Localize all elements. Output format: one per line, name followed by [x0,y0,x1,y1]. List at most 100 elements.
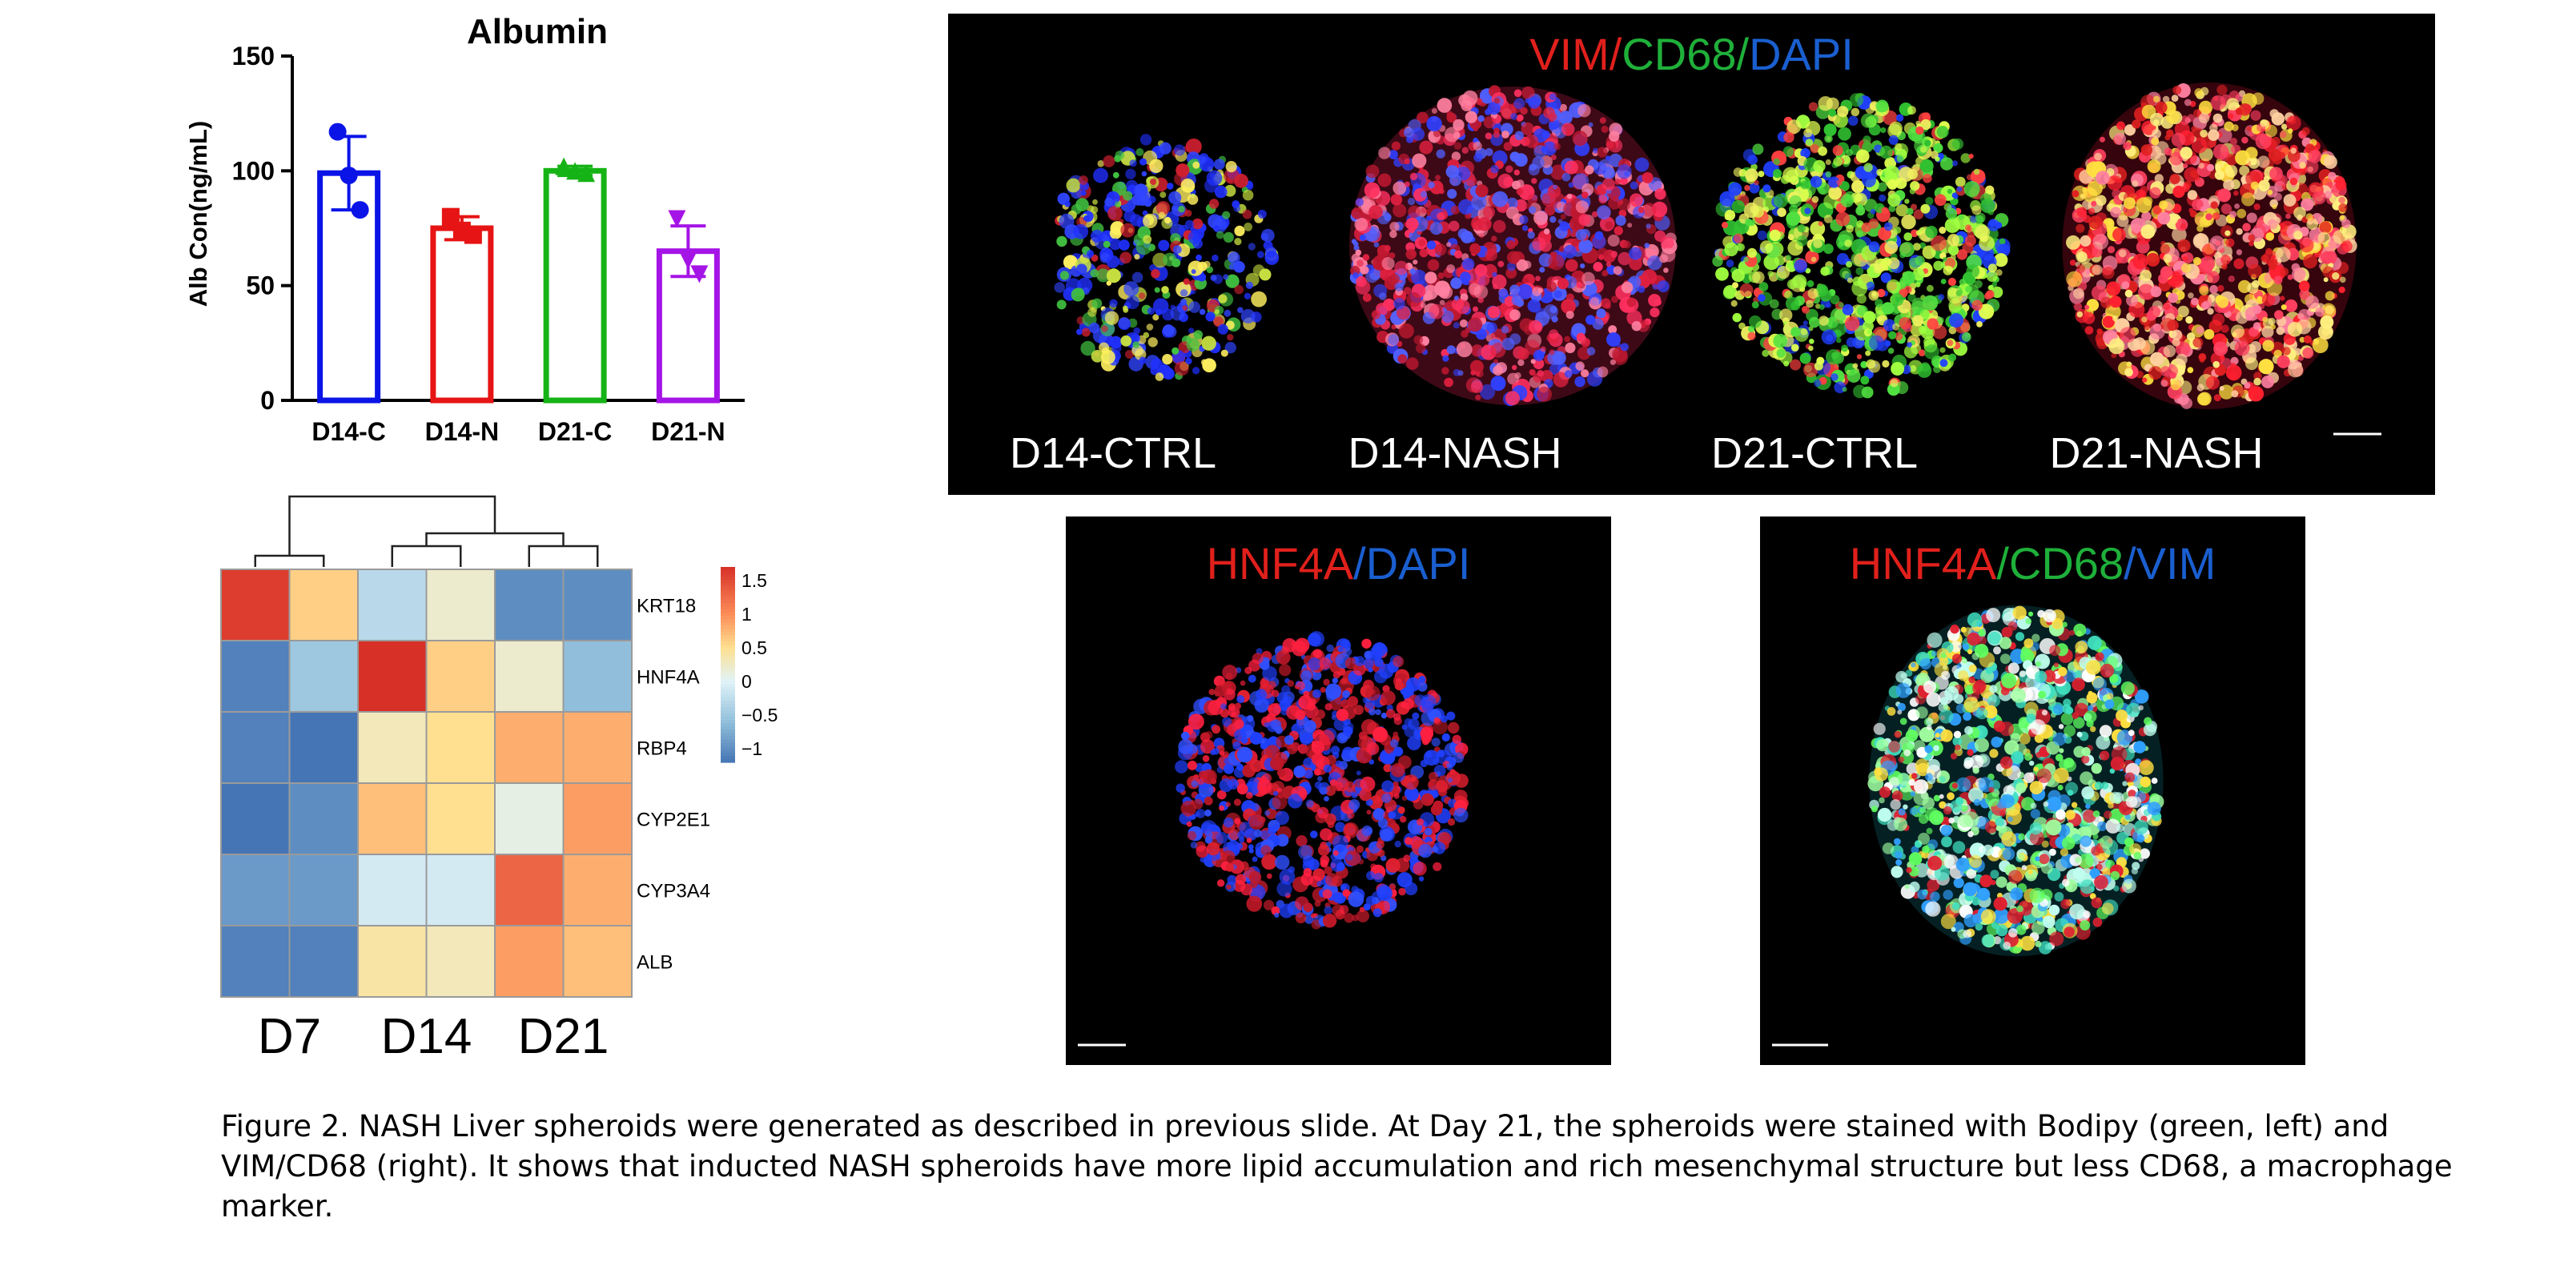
timepoint-label: D14 [381,1009,472,1064]
colorbar-segment [721,690,735,695]
cell-nucleus [2107,220,2112,226]
cell-nucleus [1917,363,1932,378]
cell-nucleus [2278,151,2285,159]
cell-nucleus [1296,681,1305,690]
cell-nucleus [1120,223,1135,238]
cell-nucleus [1580,263,1585,269]
cell-nucleus [1312,649,1322,658]
cell-nucleus [1886,279,1901,294]
cell-nucleus [1475,184,1489,198]
cell-nucleus [2139,848,2150,859]
cell-nucleus [1256,251,1264,259]
cell-nucleus [1813,239,1822,248]
cell-nucleus [1365,685,1380,701]
cell-nucleus [2207,307,2214,315]
cell-nucleus [1199,308,1206,316]
heatmap-cell [562,782,633,855]
data-point [555,157,573,175]
cell-nucleus [1949,313,1963,328]
cell-nucleus [2205,213,2212,221]
cell-nucleus [1532,236,1546,251]
cell-nucleus [1303,902,1313,912]
cell-nucleus [1103,240,1111,248]
cell-nucleus [1955,703,1967,713]
cell-nucleus [1347,696,1359,707]
cell-nucleus [2268,258,2278,269]
cell-nucleus [1132,341,1139,348]
cell-nucleus [2299,162,2306,169]
cell-nucleus [1847,369,1861,383]
colorbar-segment [721,602,735,607]
cell-nucleus [1248,870,1262,884]
cell-nucleus [1090,269,1099,278]
cell-nucleus [1454,250,1463,259]
data-point [464,226,482,244]
cell-nucleus [1427,240,1437,250]
cell-nucleus [1883,319,1896,332]
cell-nucleus [1216,879,1225,887]
cell-nucleus [1224,309,1232,317]
cell-nucleus [1114,201,1121,208]
cell-nucleus [1432,846,1439,853]
cell-nucleus [1987,219,2000,231]
cell-nucleus [1441,310,1454,324]
cell-nucleus [1351,207,1363,219]
cell-nucleus [1802,320,1808,326]
cell-nucleus [2245,357,2258,371]
cell-nucleus [1322,914,1337,928]
cell-nucleus [1214,685,1227,697]
cell-nucleus [1392,781,1399,788]
cell-nucleus [1933,365,1941,374]
colorbar-segment [721,622,735,626]
cell-nucleus [1492,271,1497,277]
cell-nucleus [1881,207,1889,215]
cell-nucleus [2188,292,2194,299]
cell-nucleus [1553,143,1561,151]
cell-nucleus [1819,289,1832,302]
cell-nucleus [1225,862,1234,872]
data-point [566,162,585,180]
cell-nucleus [1388,150,1398,160]
cell-nucleus [2080,920,2091,930]
cell-nucleus [2107,175,2123,191]
cell-nucleus [1895,114,1904,122]
cell-nucleus [1490,133,1504,147]
cell-nucleus [2317,231,2331,245]
cell-nucleus [2303,335,2312,344]
cell-nucleus [2260,119,2268,127]
cell-nucleus [1340,884,1346,890]
cell-nucleus [2092,834,2099,840]
cell-nucleus [1147,307,1155,315]
cell-nucleus [1838,241,1844,247]
cell-nucleus [1337,646,1344,653]
cell-nucleus [2220,255,2231,265]
cell-nucleus [1147,337,1158,348]
cell-nucleus [1753,296,1759,303]
cell-nucleus [2092,234,2109,250]
cell-nucleus [1629,257,1642,271]
cell-nucleus [1884,240,1899,255]
cell-nucleus [1897,702,1906,712]
cell-nucleus [1869,335,1885,351]
cell-nucleus [1487,102,1501,115]
cell-nucleus [1249,732,1263,745]
colorbar-segment [721,665,735,669]
chart-marks [317,123,720,404]
cell-nucleus [1279,664,1292,677]
cell-nucleus [2277,355,2290,368]
cell-nucleus [2064,725,2076,738]
timepoint-label: D7 [258,1009,321,1064]
cell-nucleus [1101,325,1108,332]
cell-nucleus [1380,690,1396,705]
cell-nucleus [2239,165,2250,176]
cell-nucleus [1537,287,1544,293]
cell-nucleus [2015,782,2027,794]
cell-nucleus [1323,764,1332,773]
cell-nucleus [1151,269,1160,279]
cell-nucleus [1127,203,1134,210]
cell-nucleus [1509,284,1520,295]
cell-nucleus [1373,669,1388,684]
cell-nucleus [1214,309,1220,315]
cell-nucleus [1347,811,1355,819]
cell-nucleus [2227,113,2234,119]
